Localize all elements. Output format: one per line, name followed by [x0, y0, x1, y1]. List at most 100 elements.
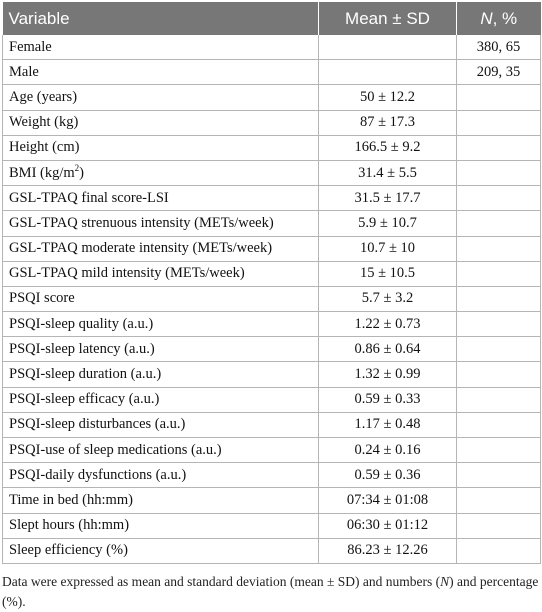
cell-mean: 31.5 ± 17.7: [318, 185, 457, 212]
cell-variable: Age (years): [2, 84, 319, 111]
table-row: GSL-TPAQ mild intensity (METs/week) 15 ±…: [2, 260, 541, 287]
table-footnote: Data were expressed as mean and standard…: [2, 572, 540, 612]
cell-variable: PSQI-use of sleep medications (a.u.): [2, 436, 319, 464]
cell-n: 209, 35: [456, 59, 541, 86]
cell-n: [456, 260, 541, 287]
cell-variable: Time in bed (hh:mm): [2, 487, 319, 514]
table-row: Female 380, 65: [2, 35, 541, 61]
table-row: Height (cm) 166.5 ± 9.2: [2, 134, 541, 161]
footnote-part1: Data were expressed as mean and standard…: [2, 574, 441, 589]
cell-n: [456, 537, 541, 564]
cell-variable: PSQI-daily dysfunctions (a.u.): [2, 462, 319, 489]
cell-n: [456, 462, 541, 489]
cell-n: [456, 487, 541, 514]
table-row: Male 209, 35: [2, 59, 541, 86]
cell-mean: 0.59 ± 0.36: [318, 462, 457, 489]
cell-variable: PSQI score: [2, 285, 319, 313]
header-n-percent: N, %: [456, 2, 541, 35]
cell-n: [456, 436, 541, 464]
table-row: BMI (kg/m2) 31.4 ± 5.5: [2, 159, 541, 187]
table-row: PSQI-use of sleep medications (a.u.) 0.2…: [2, 436, 541, 464]
table-row: PSQI-sleep latency (a.u.) 0.86 ± 0.64: [2, 336, 541, 363]
cell-variable: GSL-TPAQ final score-LSI: [2, 185, 319, 212]
cell-mean: 15 ± 10.5: [318, 260, 457, 287]
cell-mean: 0.24 ± 0.16: [318, 436, 457, 464]
cell-mean: 10.7 ± 10: [318, 235, 457, 262]
table-row: Age (years) 50 ± 12.2: [2, 84, 541, 111]
cell-mean: 06:30 ± 01:12: [318, 512, 457, 539]
footnote-n-italic: N: [440, 574, 450, 589]
table-row: PSQI-daily dysfunctions (a.u.) 0.59 ± 0.…: [2, 462, 541, 489]
cell-variable: GSL-TPAQ moderate intensity (METs/week): [2, 235, 319, 262]
cell-variable: PSQI-sleep efficacy (a.u.): [2, 386, 319, 413]
cell-mean: 86.23 ± 12.26: [318, 537, 457, 564]
cell-mean: 1.32 ± 0.99: [318, 361, 457, 388]
table-row: GSL-TPAQ moderate intensity (METs/week) …: [2, 235, 541, 262]
header-n-italic: N: [480, 8, 493, 28]
bmi-label-suffix: ): [79, 164, 84, 181]
cell-mean: 50 ± 12.2: [318, 84, 457, 111]
cell-variable: Female: [2, 35, 319, 61]
cell-n: [456, 235, 541, 262]
cell-mean: 1.17 ± 0.48: [318, 411, 457, 439]
cell-n: [456, 159, 541, 187]
cell-mean: 5.7 ± 3.2: [318, 285, 457, 313]
cell-variable: Male: [2, 59, 319, 86]
table-row: PSQI-sleep duration (a.u.) 1.32 ± 0.99: [2, 361, 541, 388]
cell-mean: [318, 35, 457, 61]
cell-variable: PSQI-sleep quality (a.u.): [2, 311, 319, 338]
table-row: PSQI-sleep disturbances (a.u.) 1.17 ± 0.…: [2, 411, 541, 439]
header-row: Variable Mean ± SD N, %: [2, 2, 541, 35]
cell-n: [456, 311, 541, 338]
cell-mean: 0.86 ± 0.64: [318, 336, 457, 363]
header-mean-sd: Mean ± SD: [318, 2, 457, 35]
cell-n: [456, 210, 541, 237]
table-row: Time in bed (hh:mm) 07:34 ± 01:08: [2, 487, 541, 514]
cell-n: [456, 185, 541, 212]
cell-variable: Slept hours (hh:mm): [2, 512, 319, 539]
cell-mean: 31.4 ± 5.5: [318, 159, 457, 187]
cell-variable: Sleep efficiency (%): [2, 537, 319, 564]
cell-mean: 0.59 ± 0.33: [318, 386, 457, 413]
cell-variable: Height (cm): [2, 134, 319, 161]
data-table-container: Variable Mean ± SD N, % Female 380, 65 M…: [2, 2, 541, 564]
header-n-rest: , %: [492, 8, 518, 28]
table-row: Sleep efficiency (%) 86.23 ± 12.26: [2, 537, 541, 564]
cell-n: [456, 109, 541, 136]
cell-n: [456, 512, 541, 539]
cell-variable: PSQI-sleep disturbances (a.u.): [2, 411, 319, 439]
table-row: PSQI score 5.7 ± 3.2: [2, 285, 541, 313]
cell-mean: 87 ± 17.3: [318, 109, 457, 136]
cell-variable: BMI (kg/m2): [2, 159, 319, 187]
cell-n: [456, 411, 541, 439]
cell-n: 380, 65: [456, 35, 541, 61]
table-row: PSQI-sleep efficacy (a.u.) 0.59 ± 0.33: [2, 386, 541, 413]
cell-variable: PSQI-sleep duration (a.u.): [2, 361, 319, 388]
cell-mean: 07:34 ± 01:08: [318, 487, 457, 514]
header-variable: Variable: [2, 2, 319, 35]
data-table: Variable Mean ± SD N, % Female 380, 65 M…: [2, 2, 541, 564]
table-row: PSQI-sleep quality (a.u.) 1.22 ± 0.73: [2, 311, 541, 338]
cell-variable: GSL-TPAQ mild intensity (METs/week): [2, 260, 319, 287]
cell-variable: Weight (kg): [2, 109, 319, 136]
cell-mean: 166.5 ± 9.2: [318, 134, 457, 161]
table-header: Variable Mean ± SD N, %: [2, 2, 541, 35]
table-body: Female 380, 65 Male 209, 35 Age (years) …: [2, 35, 541, 564]
cell-mean: [318, 59, 457, 86]
cell-variable: GSL-TPAQ strenuous intensity (METs/week): [2, 210, 319, 237]
cell-n: [456, 285, 541, 313]
bmi-label-prefix: BMI (kg/m: [9, 164, 75, 181]
cell-n: [456, 84, 541, 111]
cell-n: [456, 386, 541, 413]
table-row: GSL-TPAQ strenuous intensity (METs/week)…: [2, 210, 541, 237]
cell-variable: PSQI-sleep latency (a.u.): [2, 336, 319, 363]
bmi-label-superscript: 2: [74, 162, 80, 173]
table-row: Slept hours (hh:mm) 06:30 ± 01:12: [2, 512, 541, 539]
table-row: GSL-TPAQ final score-LSI 31.5 ± 17.7: [2, 185, 541, 212]
cell-n: [456, 134, 541, 161]
cell-mean: 1.22 ± 0.73: [318, 311, 457, 338]
cell-mean: 5.9 ± 10.7: [318, 210, 457, 237]
footnote-part2: ) and percentage (%).: [2, 574, 539, 609]
cell-n: [456, 361, 541, 388]
table-row: Weight (kg) 87 ± 17.3: [2, 109, 541, 136]
